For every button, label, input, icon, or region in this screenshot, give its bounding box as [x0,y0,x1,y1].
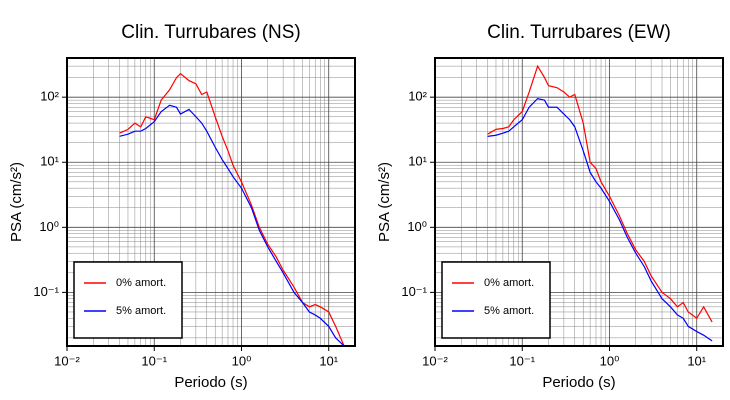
y-axis-label: PSA (cm/s²) [376,162,393,242]
series-line [119,104,345,346]
x-tick-label: 10¹ [319,353,338,368]
y-tick-label: 10⁻¹ [401,284,427,299]
legend-box [73,261,183,339]
legend-label: 5% amort. [116,305,166,317]
y-tick-label: 10² [408,89,427,104]
chart-title: Clin. Turrubares (NS) [121,22,301,43]
series-line [119,72,345,346]
x-tick-label: 10⁰ [232,353,252,368]
chart-title: Clin. Turrubares (EW) [487,22,671,43]
y-tick-label: 10⁰ [407,219,427,234]
legend-label: 0% amort. [116,277,166,289]
legend-label: 5% amort. [484,305,534,317]
chart-panel: 10⁻² 10⁻¹ 10⁰ 10¹ 10⁻¹ 10⁰ 10¹ 10² Clin. Turruba… [8,22,356,391]
series-line [487,64,713,323]
y-tick-label: 10⁰ [39,219,59,234]
y-tick-label: 10¹ [40,154,59,169]
x-tick-label: 10⁻² [422,353,448,368]
chart-panel: 10⁻² 10⁻¹ 10⁰ 10¹ 10⁻¹ 10⁰ 10¹ 10² Clin. Turruba… [376,22,724,391]
series-line [487,97,713,342]
x-tick-label: 10⁻¹ [509,353,535,368]
legend-box [441,261,551,339]
plot-frame [434,57,724,347]
y-tick-label: 10⁻¹ [33,284,59,299]
x-tick-label: 10¹ [687,353,706,368]
legend-label: 0% amort. [484,277,534,289]
x-axis-label: Periodo (s) [542,374,615,391]
x-tick-label: 10⁻² [54,353,80,368]
plot-frame [66,57,356,347]
x-axis-label: Periodo (s) [174,374,247,391]
y-axis-label: PSA (cm/s²) [8,162,25,242]
x-tick-label: 10⁻¹ [141,353,167,368]
y-tick-label: 10² [40,89,59,104]
x-tick-label: 10⁰ [600,353,620,368]
y-tick-label: 10¹ [408,154,427,169]
